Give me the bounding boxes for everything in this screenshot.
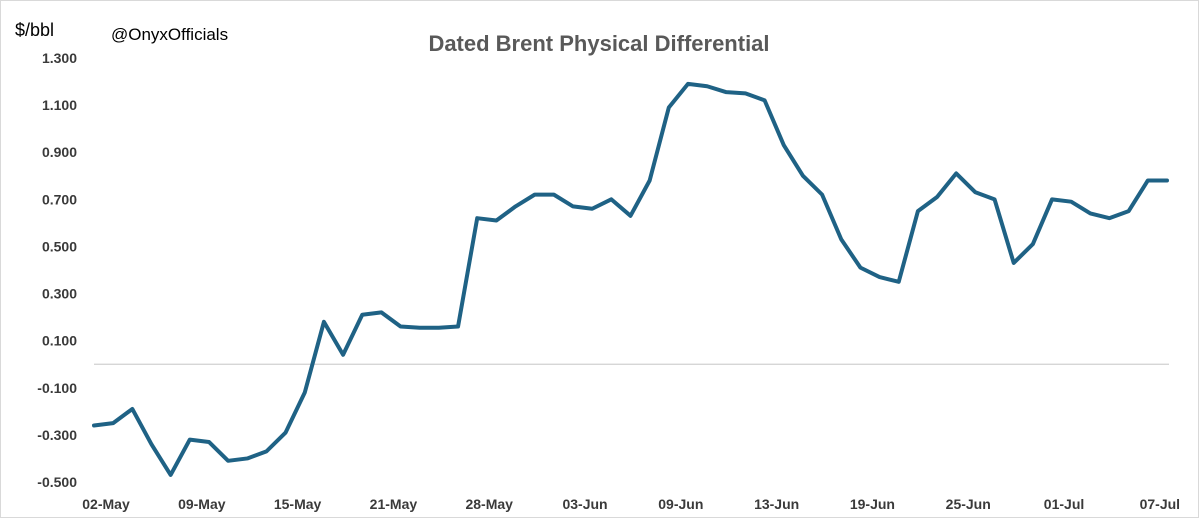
y-tick-label: -0.500 <box>37 474 77 490</box>
x-tick-label: 15-May <box>274 496 322 512</box>
x-tick-label: 28-May <box>465 496 513 512</box>
data-points <box>92 82 1169 477</box>
x-tick-label: 25-Jun <box>946 496 991 512</box>
x-tick-label: 03-Jun <box>562 496 607 512</box>
x-tick-labels: 02-May 09-May 15-May 21-May 28-May 03-Jun 09-J… <box>82 496 1180 512</box>
chart-title: Dated Brent Physical Differential <box>428 31 769 56</box>
y-tick-label: 0.300 <box>42 286 77 302</box>
y-tick-label: 1.300 <box>42 50 77 66</box>
y-tick-label: 1.100 <box>42 97 77 113</box>
x-tick-label: 02-May <box>82 496 130 512</box>
x-tick-label: 07-Jul <box>1140 496 1180 512</box>
y-axis-label: $/bbl <box>15 20 54 40</box>
x-tick-label: 09-Jun <box>658 496 703 512</box>
y-tick-label: -0.300 <box>37 427 77 443</box>
x-tick-label: 21-May <box>370 496 418 512</box>
x-tick-label: 01-Jul <box>1044 496 1084 512</box>
x-tick-label: 19-Jun <box>850 496 895 512</box>
y-tick-label: -0.100 <box>37 380 77 396</box>
watermark-annotation: @OnyxOfficials <box>111 25 228 44</box>
y-tick-labels: 1.300 1.100 0.900 0.700 0.500 0.300 0.100 -0.10… <box>37 50 77 490</box>
y-tick-label: 0.900 <box>42 144 77 160</box>
y-tick-label: 0.100 <box>42 333 77 349</box>
y-tick-label: 0.500 <box>42 238 77 254</box>
series-line <box>92 81 1169 477</box>
y-tick-label: 0.700 <box>42 191 77 207</box>
x-tick-label: 09-May <box>178 496 226 512</box>
x-tick-label: 13-Jun <box>754 496 799 512</box>
